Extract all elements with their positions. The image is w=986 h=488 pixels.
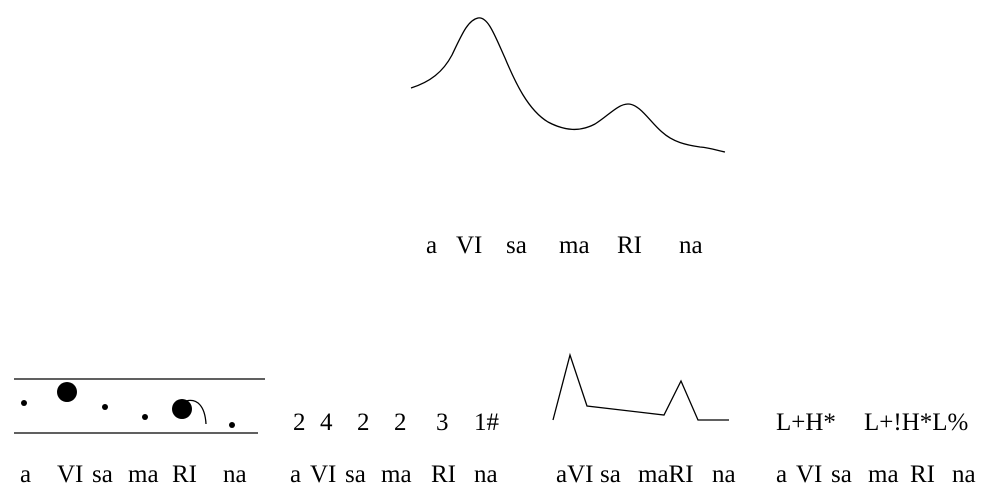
pitch-level: 4 — [320, 409, 333, 436]
pitch-dot-small — [21, 400, 27, 406]
syllable: sa — [831, 461, 852, 488]
syllable: na — [679, 232, 703, 259]
pitch-dot-large — [57, 382, 77, 402]
syllable: ma — [868, 461, 899, 488]
syllable: RI — [431, 461, 456, 488]
pitch-level: 2 — [293, 409, 306, 436]
pitch-dot-small — [142, 414, 148, 420]
syllable: na — [712, 461, 736, 488]
syllable: ma — [128, 461, 159, 488]
syllable: na — [474, 461, 498, 488]
syllable: sa — [506, 232, 527, 259]
syllable: sa — [92, 461, 113, 488]
syllable: VI — [57, 461, 84, 488]
syllable: a — [426, 232, 438, 259]
pitch-dot-small — [229, 422, 235, 428]
syllable: VI — [456, 232, 483, 259]
pitch-level: 2 — [357, 409, 370, 436]
pitch-level: 2 — [394, 409, 407, 436]
syllable: a — [776, 461, 788, 488]
syllable: a — [20, 461, 32, 488]
syllable: RI — [617, 232, 642, 259]
syllable: RI — [172, 461, 197, 488]
stylized-contour-line — [552, 352, 729, 421]
syllable: na — [223, 461, 247, 488]
syllable: ma — [559, 232, 590, 259]
syllable: VI — [796, 461, 823, 488]
syllable: sa — [345, 461, 366, 488]
tobi-label: L+!H*L% — [864, 409, 969, 436]
syllable: VI — [310, 461, 337, 488]
syllable: na — [952, 461, 976, 488]
syllable: a — [290, 461, 302, 488]
tobi-label: L+H* — [776, 409, 836, 436]
pitch-level: 1# — [474, 409, 499, 436]
syllable: ma — [381, 461, 412, 488]
syllable: maRI — [638, 461, 694, 488]
pitch-dot-small — [102, 404, 108, 410]
syllable: sa — [600, 461, 621, 488]
syllable: aVI — [556, 461, 594, 488]
main-contour-curve — [410, 17, 726, 153]
pitch-fall-tail — [185, 399, 207, 425]
syllable: RI — [910, 461, 935, 488]
pitch-dot-large — [172, 399, 192, 419]
pitch-level: 3 — [436, 409, 449, 436]
